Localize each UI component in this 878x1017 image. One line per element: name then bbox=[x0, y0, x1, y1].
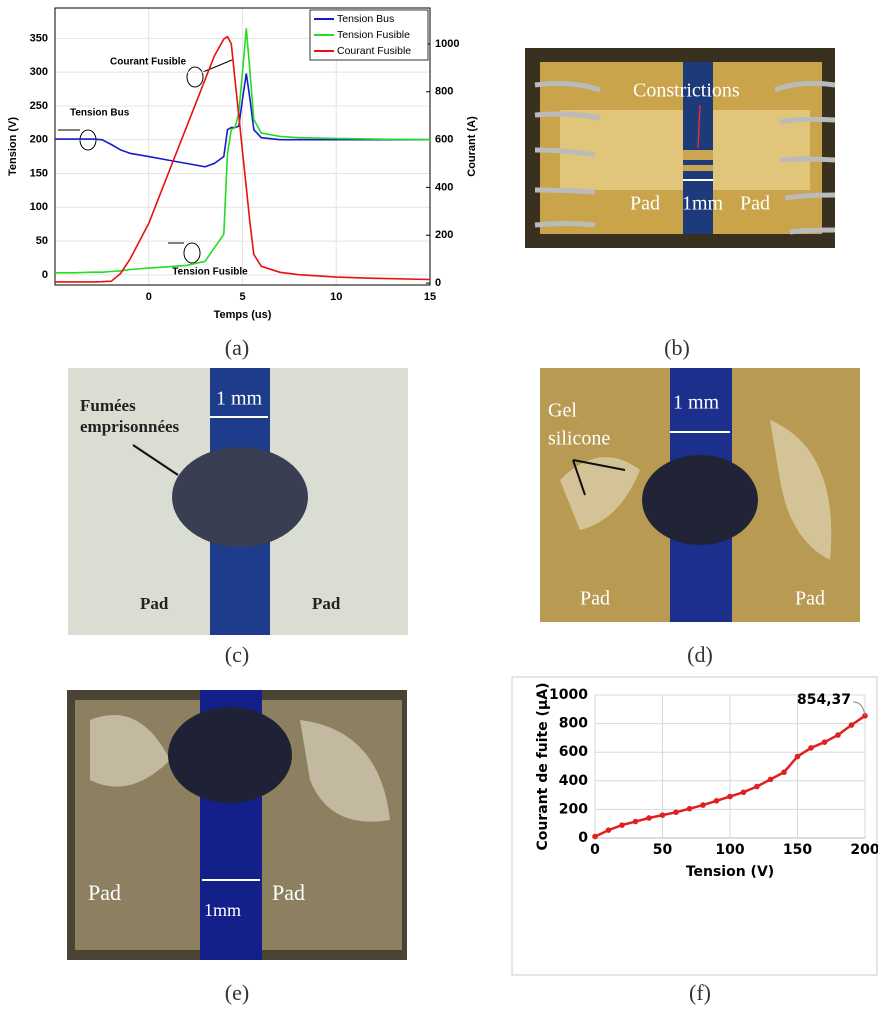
data-point bbox=[835, 732, 841, 738]
photo-c: Fumées emprisonnées 1 mm Pad Pad bbox=[68, 368, 408, 635]
data-point bbox=[673, 809, 679, 816]
chart-frame bbox=[511, 676, 878, 976]
y2-tick-label: 200 bbox=[435, 229, 453, 241]
y-axis-label: Tension (V) bbox=[7, 117, 19, 176]
annotation: Tension Fusible bbox=[172, 267, 248, 278]
y-tick-label: 250 bbox=[30, 100, 48, 112]
photo-text: Fumées bbox=[80, 396, 136, 415]
legend-label: Courant Fusible bbox=[337, 45, 411, 57]
data-point bbox=[794, 753, 801, 760]
photo-text: Pad bbox=[140, 594, 169, 613]
data-line bbox=[55, 35, 431, 283]
x-tick-label: 0 bbox=[146, 291, 152, 303]
panel-label: (b) bbox=[664, 335, 690, 360]
data-point bbox=[754, 783, 760, 790]
label-leader bbox=[852, 701, 866, 716]
legend-label: Tension Fusible bbox=[337, 29, 410, 41]
y-tick-label: 150 bbox=[30, 167, 48, 179]
data-point bbox=[700, 802, 706, 808]
photo-text: 1 mm bbox=[216, 388, 263, 410]
photo-text: Pad bbox=[272, 880, 305, 905]
x-tick-label: 5 bbox=[239, 291, 245, 303]
y2-axis-label: Courant (A) bbox=[466, 116, 478, 177]
y2-tick-label: 600 bbox=[435, 133, 453, 145]
photo-text: Gel bbox=[548, 400, 577, 422]
data-point bbox=[592, 833, 598, 840]
x-tick-label: 10 bbox=[330, 291, 342, 303]
photo-e: Pad 1mm Pad bbox=[67, 690, 407, 960]
photo-text: Constrictions bbox=[633, 80, 740, 102]
annotation: Tension Bus bbox=[70, 108, 130, 119]
data-point bbox=[808, 745, 814, 751]
y-tick-label: 50 bbox=[36, 235, 48, 247]
data-point bbox=[686, 805, 693, 812]
photo-text: emprisonnées bbox=[80, 417, 180, 436]
data-line bbox=[55, 28, 431, 274]
photo-text: Pad bbox=[580, 588, 610, 610]
data-point bbox=[821, 739, 828, 745]
annotation: Courant Fusible bbox=[110, 57, 187, 68]
data-label: 854,37 bbox=[797, 692, 851, 708]
photo-b: Constrictions Pad 1mm Pad bbox=[525, 48, 836, 248]
photo-text: Pad bbox=[740, 193, 770, 215]
y-tick-label: 300 bbox=[30, 66, 48, 78]
data-line bbox=[55, 73, 430, 168]
y-tick-label: 1000 bbox=[549, 687, 588, 703]
y2-tick-label: 800 bbox=[435, 86, 453, 98]
data-point bbox=[619, 822, 625, 828]
photo-text: Pad bbox=[88, 880, 121, 905]
y-tick-label: 400 bbox=[559, 773, 588, 789]
photo-text: Pad bbox=[630, 193, 660, 215]
y-tick-label: 200 bbox=[30, 134, 48, 146]
photo-text: silicone bbox=[548, 428, 610, 450]
data-point bbox=[713, 798, 720, 804]
y-tick-label: 0 bbox=[578, 830, 588, 846]
panel-label: (a) bbox=[225, 335, 249, 360]
x-tick-label: 150 bbox=[783, 842, 812, 858]
y-tick-label: 800 bbox=[559, 716, 588, 732]
x-tick-label: 50 bbox=[653, 842, 673, 858]
photo-text: 1 mm bbox=[673, 392, 720, 414]
y-axis-label: Courant de fuite (µA) bbox=[535, 683, 551, 851]
y-tick-label: 200 bbox=[559, 801, 588, 817]
x-tick-label: 0 bbox=[590, 842, 600, 858]
data-point bbox=[781, 769, 787, 776]
data-point bbox=[659, 812, 666, 818]
x-axis-label: Temps (us) bbox=[214, 309, 272, 321]
y-tick-label: 100 bbox=[30, 201, 48, 213]
x-tick-label: 200 bbox=[850, 842, 878, 858]
legend-label: Tension Bus bbox=[337, 13, 394, 25]
x-tick-label: 15 bbox=[424, 291, 436, 303]
panel-label: (c) bbox=[225, 642, 249, 667]
photo-text: Pad bbox=[795, 588, 825, 610]
panel-label: (f) bbox=[689, 980, 711, 1005]
data-point bbox=[727, 793, 733, 800]
photo-text: 1mm bbox=[204, 900, 241, 920]
x-tick-label: 100 bbox=[715, 842, 744, 858]
data-point bbox=[848, 722, 855, 728]
annotation-marks bbox=[58, 59, 233, 264]
photo-text: 1mm bbox=[682, 193, 724, 215]
data-point bbox=[740, 789, 747, 796]
plot-frame bbox=[54, 7, 431, 286]
data-point bbox=[646, 815, 652, 821]
y2-tick-label: 0 bbox=[435, 277, 441, 289]
data-point bbox=[767, 776, 774, 783]
panel-label: (e) bbox=[225, 980, 249, 1005]
y-tick-label: 350 bbox=[30, 32, 48, 44]
y2-tick-label: 400 bbox=[435, 181, 453, 193]
photo-d: Gel silicone 1 mm Pad Pad bbox=[540, 368, 860, 622]
panel-label: (d) bbox=[687, 642, 713, 667]
photo-text: Pad bbox=[312, 594, 341, 613]
data-point bbox=[632, 818, 639, 825]
y-tick-label: 600 bbox=[559, 744, 588, 760]
y-tick-label: 0 bbox=[42, 269, 48, 281]
x-axis-label: Tension (V) bbox=[686, 864, 774, 880]
y2-tick-label: 1000 bbox=[435, 38, 459, 50]
data-point bbox=[605, 827, 612, 833]
